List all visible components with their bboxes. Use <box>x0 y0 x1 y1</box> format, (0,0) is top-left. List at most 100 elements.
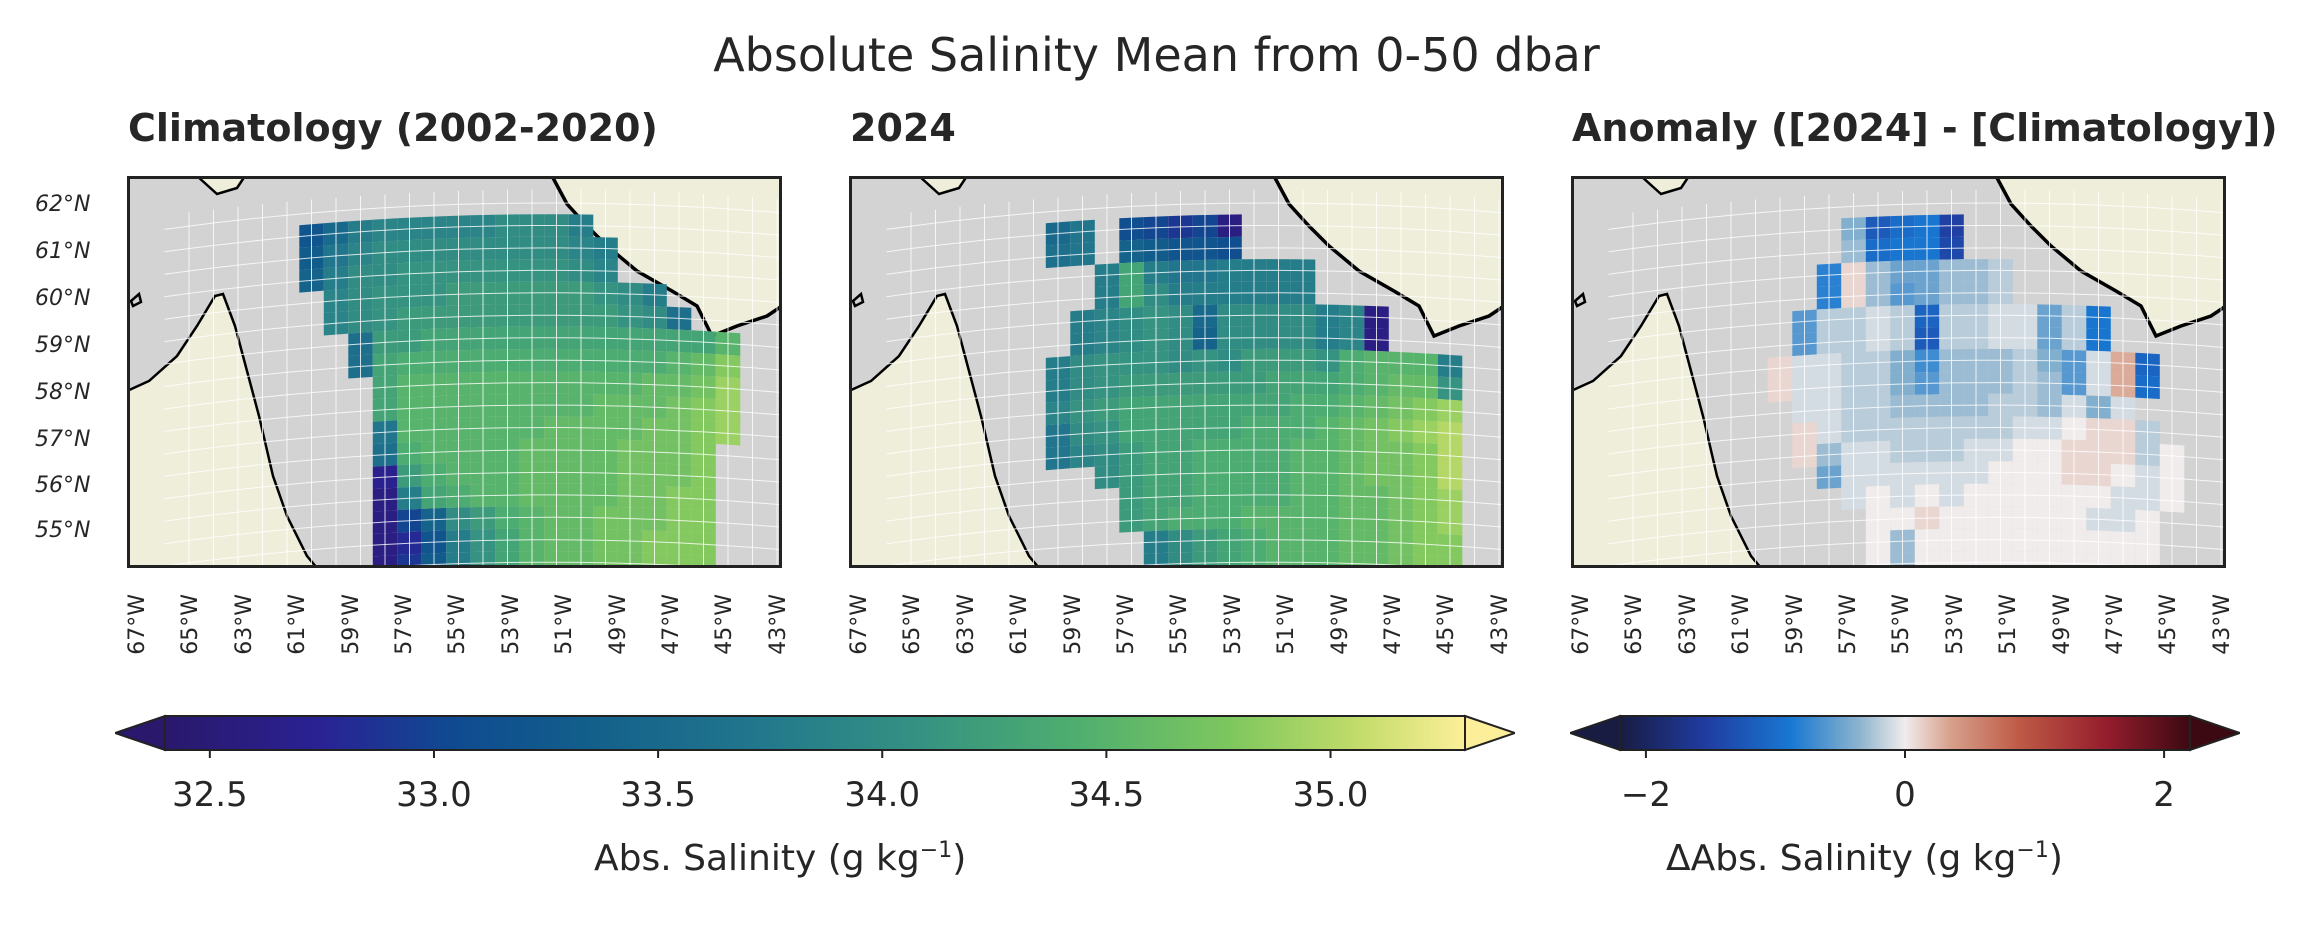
anomaly-gradient-bar <box>1619 715 2191 751</box>
parallel-gridline <box>886 202 1504 230</box>
parallel-gridline <box>886 269 1504 298</box>
lon-tick-label: 43°W <box>765 594 791 655</box>
parallel-gridline <box>886 382 1504 410</box>
parallel-gridline <box>164 337 782 365</box>
parallel-gridline <box>886 449 1504 477</box>
island-outline <box>1573 291 1587 308</box>
parallel-gridline <box>164 269 782 298</box>
lon-tick-label: 59°W <box>1060 594 1086 655</box>
lat-tick-label: 58°N <box>35 380 91 405</box>
parallel-gridline <box>1608 449 2226 477</box>
parallel-gridline <box>1608 404 2226 432</box>
parallel-gridline <box>164 449 782 477</box>
parallel-gridline <box>164 494 782 522</box>
parallel-gridline <box>164 359 782 387</box>
parallel-gridline <box>1608 269 2226 298</box>
lon-tick-label: 49°W <box>1327 594 1353 655</box>
lon-tick-label: 47°W <box>2103 594 2128 655</box>
parallel-gridline <box>886 516 1504 545</box>
lon-tick-label: 57°W <box>1114 594 1139 655</box>
lon-tick-label: 49°W <box>605 594 631 655</box>
lon-tick-label: 47°W <box>659 594 684 655</box>
figure-title: Absolute Salinity Mean from 0-50 dbar <box>713 28 1600 82</box>
baffin-landmass <box>127 176 247 196</box>
parallel-gridline <box>164 382 782 410</box>
salinity-tick-label: 33.5 <box>620 775 696 815</box>
lon-tick-label: 45°W <box>2156 594 2182 655</box>
parallel-gridline <box>1608 382 2226 410</box>
island-outline <box>129 291 143 308</box>
parallel-gridline <box>164 314 782 343</box>
map-frame <box>127 176 782 568</box>
anomaly-tick-label: 0 <box>1894 775 1916 815</box>
parallel-gridline <box>886 494 1504 522</box>
parallel-gridline <box>886 337 1504 365</box>
lon-tick-label: 61°W <box>1007 594 1033 655</box>
salinity-tick-label: 33.0 <box>396 775 472 815</box>
parallel-gridline <box>1608 314 2226 343</box>
salinity-tick-label: 35.0 <box>1292 775 1369 815</box>
lat-tick-label: 56°N <box>35 473 91 498</box>
lon-tick-label: 59°W <box>1782 594 1808 655</box>
parallel-gridline <box>886 359 1504 387</box>
parallel-gridline <box>1608 337 2226 365</box>
parallel-gridline <box>1608 516 2226 545</box>
lat-tick-label: 62°N <box>35 192 91 217</box>
lon-tick-label: 65°W <box>1622 594 1648 655</box>
baffin-landmass <box>849 176 969 196</box>
salinity-tick-label: 34.0 <box>844 775 921 815</box>
map-anomaly <box>1571 176 2226 568</box>
parallel-gridline <box>886 314 1504 343</box>
lon-tick-label: 63°W <box>1675 594 1701 655</box>
anomaly-min-extend <box>1566 714 1621 752</box>
anomaly-colorbar-label: ΔAbs. Salinity (g kg−1) <box>1666 838 2063 879</box>
lat-tick-label: 61°N <box>35 239 91 264</box>
salinity-colorbar-label: Abs. Salinity (g kg−1) <box>594 838 967 879</box>
parallel-gridline <box>1608 225 2226 253</box>
lon-tick-label: 61°W <box>1729 594 1755 655</box>
salinity-colorbar <box>111 708 1519 762</box>
parallel-gridline <box>886 539 1504 567</box>
parallel-gridline <box>164 225 782 253</box>
parallel-gridline <box>164 471 782 500</box>
anomaly-tick-label: 2 <box>2153 775 2175 815</box>
lon-tick-label: 65°W <box>900 594 926 655</box>
map-frame <box>1571 176 2226 568</box>
lat-tick-label: 59°N <box>35 333 91 358</box>
lon-tick-label: 57°W <box>1836 594 1861 655</box>
map-climatology <box>127 176 782 568</box>
panel-title-climatology: Climatology (2002-2020) <box>128 106 658 150</box>
lon-tick-label: 61°W <box>285 594 311 655</box>
island-outline <box>851 291 865 308</box>
map-2024 <box>849 176 1504 568</box>
anomaly-tick-label: −2 <box>1620 775 1671 815</box>
parallel-gridline <box>1608 471 2226 500</box>
lat-tick-label: 55°N <box>35 518 91 543</box>
panel-title-2024: 2024 <box>850 106 956 150</box>
lon-tick-label: 51°W <box>1274 594 1300 655</box>
anomaly-colorbar <box>1566 708 2244 762</box>
lon-tick-label: 53°W <box>498 594 524 655</box>
parallel-gridline <box>164 426 782 455</box>
lon-tick-label: 57°W <box>392 594 417 655</box>
lon-tick-label: 65°W <box>178 594 204 655</box>
lon-tick-label: 55°W <box>1167 594 1193 655</box>
parallel-gridline <box>164 247 782 275</box>
parallel-gridline <box>1608 247 2226 275</box>
parallel-gridline <box>886 292 1504 320</box>
parallel-gridline <box>164 516 782 545</box>
map-frame <box>849 176 1504 568</box>
lon-tick-label: 67°W <box>847 594 872 655</box>
parallel-gridline <box>164 292 782 320</box>
lon-tick-label: 63°W <box>231 594 257 655</box>
parallel-gridline <box>886 225 1504 253</box>
parallel-gridline <box>1608 359 2226 387</box>
parallel-gridline <box>1608 202 2226 230</box>
lon-tick-label: 45°W <box>712 594 738 655</box>
salinity-gradient-bar <box>164 715 1466 751</box>
lon-tick-label: 67°W <box>125 594 150 655</box>
lon-tick-label: 67°W <box>1569 594 1594 655</box>
lon-tick-label: 51°W <box>552 594 578 655</box>
lon-tick-label: 51°W <box>1996 594 2022 655</box>
lon-tick-label: 43°W <box>2209 594 2235 655</box>
